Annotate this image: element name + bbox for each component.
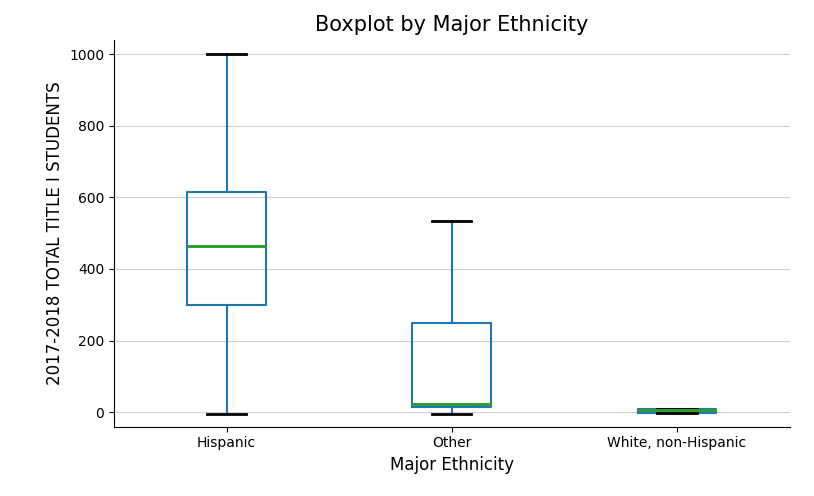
Title: Boxplot by Major Ethnicity: Boxplot by Major Ethnicity [315,15,589,35]
Y-axis label: 2017-2018 TOTAL TITLE I STUDENTS: 2017-2018 TOTAL TITLE I STUDENTS [46,81,63,385]
X-axis label: Major Ethnicity: Major Ethnicity [390,456,514,474]
